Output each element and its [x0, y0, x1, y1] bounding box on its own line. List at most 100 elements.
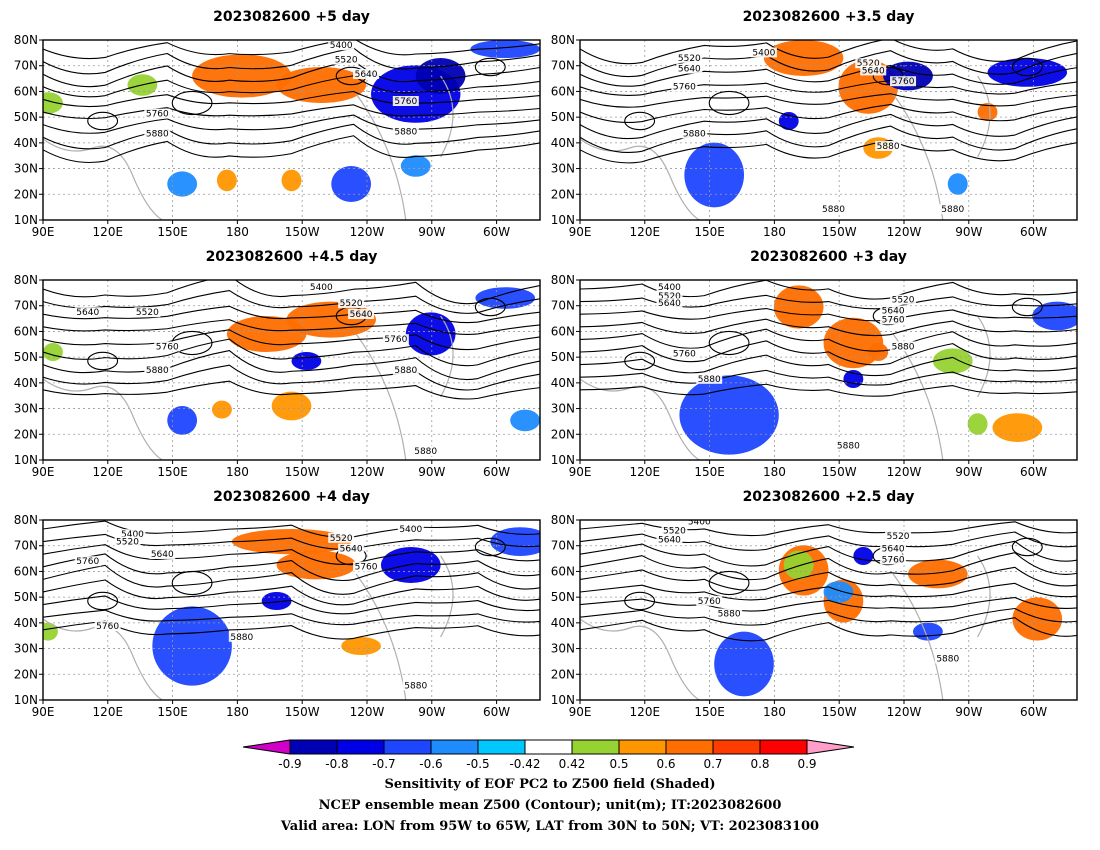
z500-contour: [43, 319, 540, 335]
lon-tick-label: 150W: [285, 225, 320, 239]
caption-line-3: Valid area: LON from 95W to 65W, LAT fro…: [280, 819, 819, 834]
lat-tick-label: 20N: [551, 667, 575, 681]
contour-label-bg: [144, 128, 171, 139]
lon-tick-label: 150W: [822, 705, 857, 719]
lon-tick-label: 90W: [955, 705, 982, 719]
map-frame: [42, 39, 541, 221]
lat-tick-label: 20N: [551, 427, 575, 441]
z500-closed-contour: [171, 90, 213, 116]
colorbar-tick-label: -0.9: [278, 757, 301, 771]
lon-tick-label: 150E: [157, 705, 188, 719]
z500-contour: [43, 595, 540, 615]
contour-label: 5520: [136, 308, 159, 318]
z500-closed-contour: [474, 297, 506, 317]
contour-label-bg: [671, 348, 698, 359]
z500-contour: [580, 369, 1077, 386]
z500-contour: [43, 520, 540, 538]
z500-contour: [580, 40, 1077, 65]
sensitivity-shading: [778, 112, 799, 130]
contour-label: 5640: [882, 545, 905, 555]
colorbar-cell: [665, 739, 714, 755]
contour-label-bg: [74, 307, 101, 318]
colorbar-cell: [759, 739, 808, 755]
colorbar-tick-label: 0.7: [703, 757, 722, 771]
lat-tick-label: 30N: [551, 642, 575, 656]
lat-tick-label: 10N: [14, 213, 38, 227]
panel-title: 2023082600 +5 day: [213, 9, 370, 25]
z500-closed-contour: [624, 111, 656, 131]
contour-label-bg: [676, 52, 703, 63]
colorbar-cell: [712, 739, 761, 755]
contour-label: 5520: [340, 299, 363, 309]
sensitivity-shading: [216, 169, 237, 192]
sensitivity-shading: [226, 316, 307, 352]
lat-tick-label: 30N: [14, 402, 38, 416]
z500-contour: [43, 609, 540, 626]
z500-contour: [580, 80, 1077, 96]
lon-tick-label: 90E: [569, 705, 592, 719]
contour-label: 5640: [658, 299, 681, 309]
contour-label: 5760: [394, 97, 417, 107]
contour-label: 5520: [335, 56, 358, 66]
z500-contour: [43, 59, 540, 88]
contour-label: 5520: [892, 296, 915, 306]
sensitivity-shading: [167, 406, 198, 435]
contour-label: 5760: [96, 622, 119, 632]
colorbar-cell: [383, 739, 432, 755]
map-body: 5400552056405760552056405760588058805880…: [580, 40, 1077, 220]
lon-tick-label: 150W: [285, 465, 320, 479]
colorbar-tick-label: 0.42: [559, 757, 586, 771]
lat-tick-label: 60N: [14, 84, 38, 98]
lon-tick-label: 180: [226, 705, 249, 719]
z500-contour: [580, 566, 1077, 591]
contour-label-bg: [402, 680, 429, 691]
contour-label: 5880: [146, 366, 169, 376]
contour-label-bg: [671, 81, 698, 92]
contour-label-bg: [656, 282, 683, 292]
contour-label-bg: [696, 595, 723, 606]
contour-label: 5520: [658, 292, 681, 302]
lon-tick-label: 120W: [350, 465, 385, 479]
contour-label: 5760: [673, 350, 696, 360]
lat-tick-label: 50N: [551, 350, 575, 364]
sensitivity-shading: [261, 592, 292, 610]
z500-contour: [580, 280, 1077, 300]
z500-contour: [43, 47, 540, 75]
colorbar-tick-label: -0.7: [372, 757, 395, 771]
lon-tick-label: 90W: [418, 705, 445, 719]
lat-tick-label: 50N: [14, 590, 38, 604]
z500-contour: [580, 531, 1077, 551]
z500-contour: [580, 64, 1077, 87]
z500-contour: [43, 329, 540, 351]
lat-tick-label: 10N: [14, 693, 38, 707]
contour-label-bg: [696, 373, 723, 384]
z500-closed-contour: [872, 66, 904, 86]
lon-tick-label: 60W: [1020, 705, 1047, 719]
lon-tick-label: 150E: [694, 705, 725, 719]
z500-contour: [43, 579, 540, 606]
z500-closed-contour: [474, 537, 506, 557]
contour-label: 5400: [752, 48, 775, 58]
z500-contour: [43, 349, 540, 381]
sensitivity-shading: [167, 171, 198, 197]
contour-label: 5880: [394, 366, 417, 376]
lon-tick-label: 120W: [887, 465, 922, 479]
lat-tick-label: 10N: [551, 453, 575, 467]
contour-label-bg: [392, 96, 419, 106]
contour-label: 5880: [146, 129, 169, 139]
contour-label-bg: [348, 309, 375, 319]
lat-tick-label: 80N: [14, 33, 38, 47]
colorbar-cell: [336, 739, 385, 755]
z500-contour: [43, 338, 540, 367]
sensitivity-shading: [947, 173, 968, 195]
contour-label-bg: [392, 126, 419, 137]
sensitivity-shading: [43, 622, 58, 641]
sensitivity-shading: [470, 40, 540, 58]
contour-label-bg: [656, 534, 683, 545]
coastline: [580, 555, 991, 700]
contour-label: 5880: [414, 447, 437, 457]
contour-label-bg: [308, 282, 335, 292]
map-body: 5400 5520 5640 5760 5880 5760 5880: [43, 40, 540, 220]
contour-label: 5760: [892, 77, 915, 87]
